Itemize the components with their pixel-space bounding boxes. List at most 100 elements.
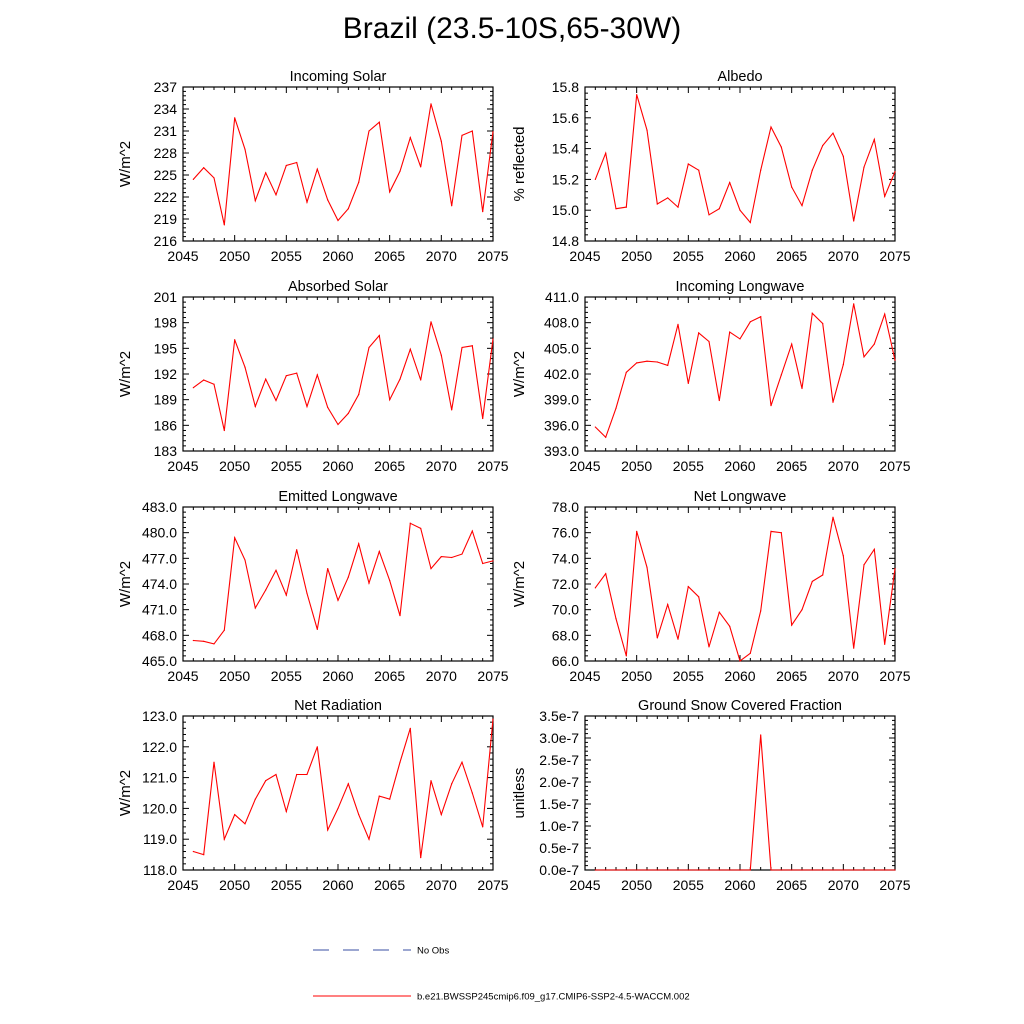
x-tick-label: 2050 [219, 877, 250, 893]
data-point [625, 206, 627, 208]
data-point [420, 527, 422, 529]
data-point [801, 387, 803, 390]
data-point [482, 562, 484, 565]
data-point [739, 660, 741, 662]
data-point [760, 316, 762, 318]
data-point [615, 869, 617, 871]
panel-title: Incoming Solar [290, 69, 387, 85]
x-tick-label: 2065 [776, 458, 807, 474]
x-tick-label: 2070 [426, 458, 457, 474]
x-tick-label: 2065 [374, 668, 405, 684]
data-point [708, 214, 710, 216]
data-point [275, 399, 277, 402]
y-tick-label: 198 [154, 315, 178, 331]
y-tick-label: 186 [154, 417, 178, 433]
data-point [605, 573, 607, 575]
x-tick-label: 2050 [219, 248, 250, 264]
series-line [594, 94, 896, 224]
y-tick-label: 119.0 [143, 831, 177, 847]
x-tick-label: 2065 [374, 248, 405, 264]
y-tick-label: 477.0 [142, 550, 177, 566]
x-tick-label: 2060 [322, 248, 353, 264]
x-tick-label: 2055 [271, 458, 302, 474]
data-point [234, 339, 236, 341]
data-point [656, 637, 658, 639]
x-tick-label: 2060 [724, 458, 755, 474]
data-point [698, 869, 700, 871]
data-point [646, 129, 648, 131]
data-point [451, 783, 453, 785]
data-point [894, 568, 896, 570]
data-point [461, 134, 463, 136]
data-point [213, 177, 215, 179]
data-point [718, 399, 720, 402]
series-line [192, 103, 494, 226]
y-tick-label: 76.0 [552, 525, 579, 541]
data-point [285, 594, 287, 596]
x-tick-label: 2065 [776, 248, 807, 264]
panel-net-radiation: Net Radiation 2045 2050 2055 2060 2065 2070 207… [117, 698, 509, 893]
y-tick-label: 2.0e-7 [539, 774, 579, 790]
x-tick-label: 2070 [828, 458, 859, 474]
y-tick-label: 474.0 [142, 576, 177, 592]
x-tick-label: 2060 [322, 458, 353, 474]
x-axis: 2045 2050 2055 2060 2065 2070 2075 [167, 507, 509, 684]
data-point [337, 807, 339, 810]
data-point [770, 405, 772, 407]
x-tick-label: 2060 [724, 248, 755, 264]
data-point [832, 516, 834, 518]
data-point [337, 599, 339, 601]
data-point [698, 332, 700, 334]
y-tick-label: 15.0 [552, 202, 579, 218]
data-point [347, 208, 349, 210]
x-tick-label: 2060 [322, 877, 353, 893]
plot-frame [584, 715, 896, 871]
data-point [605, 152, 607, 154]
data-point [698, 596, 700, 598]
x-tick-label: 2045 [167, 458, 198, 474]
data-point [368, 346, 370, 349]
data-point [667, 197, 669, 199]
data-point [461, 761, 463, 763]
data-point [451, 409, 453, 411]
x-tick-label: 2055 [673, 248, 704, 264]
panel-net-longwave: Net Longwave 2045 2050 2055 2060 2065 2070 2075… [511, 489, 911, 684]
y-axis: 0.0e-7 0.5e-7 1.0e-7 1.5e-7 2.0e-7 2.5e-7 3.0e… [539, 708, 895, 878]
data-point [853, 220, 855, 222]
data-point [615, 407, 617, 409]
y-tick-label: 15.4 [552, 141, 579, 157]
x-tick-label: 2065 [776, 668, 807, 684]
data-point [399, 378, 401, 380]
data-point [811, 580, 813, 583]
panel-title: Albedo [717, 69, 762, 85]
data-point [316, 746, 318, 748]
data-point [192, 639, 194, 642]
data-point [420, 379, 422, 381]
data-point [894, 869, 896, 871]
y-tick-label: 411.0 [545, 289, 579, 305]
data-point [594, 426, 596, 428]
data-point [791, 624, 793, 626]
data-point [780, 869, 782, 871]
data-point [791, 186, 793, 188]
data-point [739, 209, 741, 211]
y-tick-label: 201 [154, 289, 178, 305]
x-tick-label: 2075 [879, 248, 910, 264]
data-point [873, 138, 875, 140]
data-point [358, 181, 360, 183]
y-tick-label: 471.0 [142, 602, 177, 618]
data-point [729, 331, 731, 333]
data-point [605, 436, 607, 438]
series-line [193, 522, 494, 645]
y-tick-label: 78.0 [552, 499, 579, 515]
data-point [430, 103, 432, 105]
panel-emitted-longwave: Emitted Longwave 2045 2050 2055 2060 2065 2070… [117, 489, 509, 684]
data-point [656, 361, 658, 363]
y-tick-label: 408.0 [544, 315, 579, 331]
data-point [749, 869, 751, 871]
data-point [842, 555, 844, 557]
data-point [254, 200, 256, 202]
y-tick-label: 225 [154, 167, 178, 183]
data-point [760, 610, 762, 612]
